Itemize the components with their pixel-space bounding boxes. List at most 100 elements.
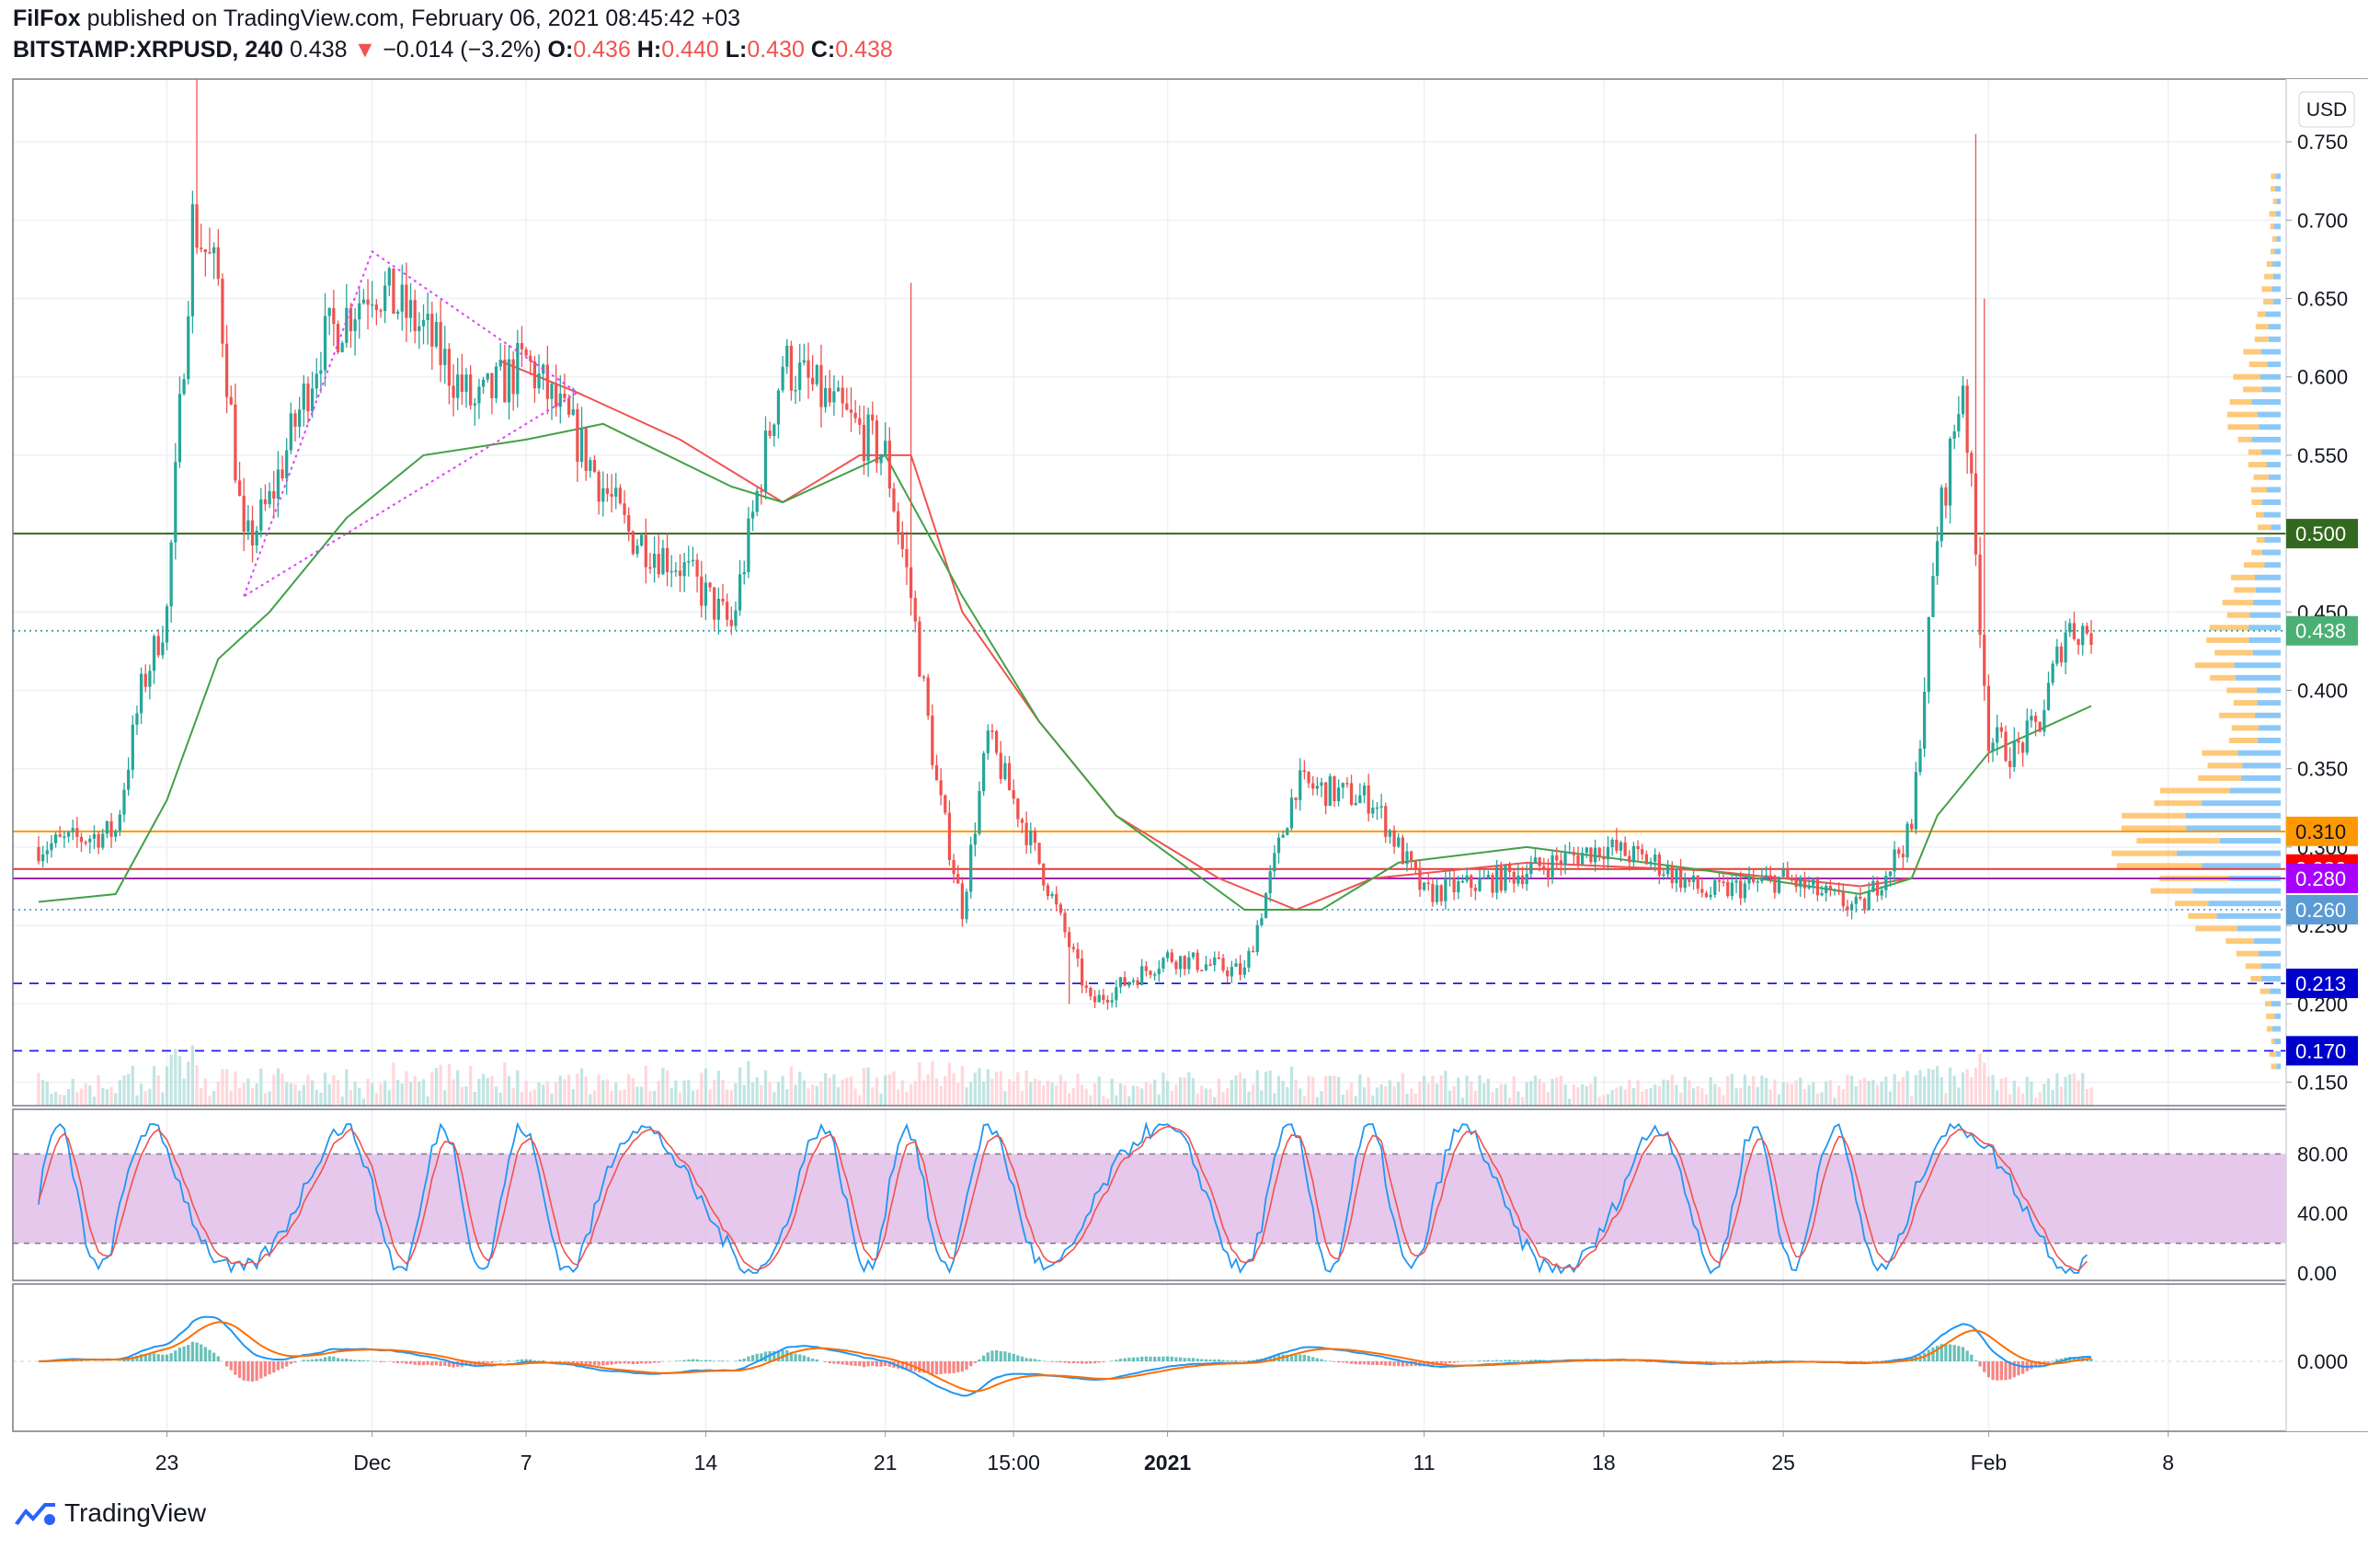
candle-body [1678,868,1683,889]
tradingview-logo[interactable]: TradingView [13,1497,206,1529]
candle-body [114,831,118,837]
candle-body [1460,880,1465,883]
volume-bar [1910,1096,1914,1106]
candle-body [828,387,831,403]
volume-bar [1884,1076,1888,1106]
candle-body [340,342,344,352]
volume-bar [687,1080,691,1106]
candle-body [2081,625,2085,646]
currency-button[interactable]: USD [2298,91,2355,128]
volume-bar [421,1079,426,1106]
time-tick-label: 11 [1413,1451,1436,1474]
volume-bar [785,1088,789,1106]
currency-label[interactable]: USD [2306,99,2347,120]
candle-body [708,582,712,588]
macd-histogram-bar [853,1361,857,1366]
candle-body [336,324,340,352]
volume-bar [965,1087,968,1106]
volume-bar [644,1065,647,1106]
volume-bar [327,1084,331,1106]
price-axis[interactable]: 0.7500.7000.6500.6000.5500.5000.4500.400… [2285,79,2380,1431]
volume-bar [1623,1089,1627,1106]
price-tick-label: 0.400 [2297,679,2348,702]
volume-bar [1888,1091,1893,1106]
volume-profile-bar-down [2261,449,2281,455]
volume-bar [1717,1086,1722,1106]
macd-histogram-bar [965,1361,968,1371]
macd-histogram-bar [2089,1359,2093,1361]
candle-body [1289,797,1294,829]
candle-body [190,204,195,316]
volume-bar [1529,1081,1533,1106]
volume-bar [434,1068,439,1106]
macd-histogram-bar [1371,1361,1375,1365]
volume-bar [293,1084,297,1106]
volume-bar [879,1093,883,1106]
volume-profile-bar-down [2276,235,2281,242]
volume-bar [1743,1074,1746,1106]
volume-bar [2020,1093,2025,1106]
publisher-name[interactable]: FilFox [13,6,81,31]
volume-bar [1076,1073,1080,1106]
time-axis[interactable]: 23 Dec 7 14 21 15:00 2021 11 18 25 Feb 8 [155,1431,2174,1474]
candle-body [1221,958,1225,971]
volume-bar [315,1089,318,1106]
candle-body [97,833,100,848]
candle-body [807,360,810,378]
volume-bar [494,1086,498,1106]
volume-bar [486,1077,489,1106]
macd-histogram-bar [610,1361,613,1365]
triangle-drawing[interactable] [242,249,579,599]
candle-body [713,587,716,620]
volume-bar [669,1087,673,1106]
candle-body [558,393,562,407]
volume-profile-bar-down [2192,888,2281,894]
candle-body [1208,964,1212,966]
volume-profile-bar-up [2195,925,2237,932]
volume-bar [1033,1078,1037,1106]
macd-histogram-bar [1401,1361,1404,1367]
volume-bar [242,1083,246,1106]
macd-histogram-bar [900,1361,904,1370]
candle-body [452,385,455,398]
volume-bar [319,1092,323,1106]
candle-body [956,874,960,884]
macd-histogram-bar [272,1361,276,1373]
candle-body [1379,806,1383,808]
candle-body [1666,866,1670,875]
candle-body [700,576,704,606]
candle-body [1226,970,1230,977]
candle-body [486,373,489,380]
volume-bar [349,1090,353,1106]
candle-body [1931,576,1935,617]
price-change: −0.014 (−3.2%) [383,37,542,63]
volume-bar [1948,1067,1952,1106]
volume-bar [1486,1078,1490,1106]
candle-body [1413,861,1417,869]
volume-bar [1939,1076,1943,1106]
candle-body [1623,842,1627,856]
macd-histogram-bar [1102,1361,1105,1362]
candle-body [306,384,310,412]
macd-histogram-bar [1452,1361,1456,1363]
candle-body [131,724,134,770]
candle-body [177,394,182,463]
candle-body [464,374,468,392]
volume-bar [358,1087,361,1106]
candle-body [319,370,323,374]
volume-bar [310,1080,315,1106]
volume-bar [2064,1076,2067,1106]
macd-histogram-bar [1058,1361,1062,1363]
volume-bar [1777,1094,1781,1106]
macd-histogram-bar [452,1361,455,1368]
volume-bar [1897,1081,1901,1106]
volume-profile-bar-down [2267,361,2281,368]
volume-profile-bar-down [2256,687,2281,694]
macd-histogram-bar [122,1360,126,1361]
volume-bar [1273,1093,1276,1106]
macd-histogram-bar [700,1360,704,1361]
macd-histogram-bar [1974,1360,1978,1361]
low-value: 0.430 [747,37,805,63]
volume-bar [1435,1084,1439,1106]
